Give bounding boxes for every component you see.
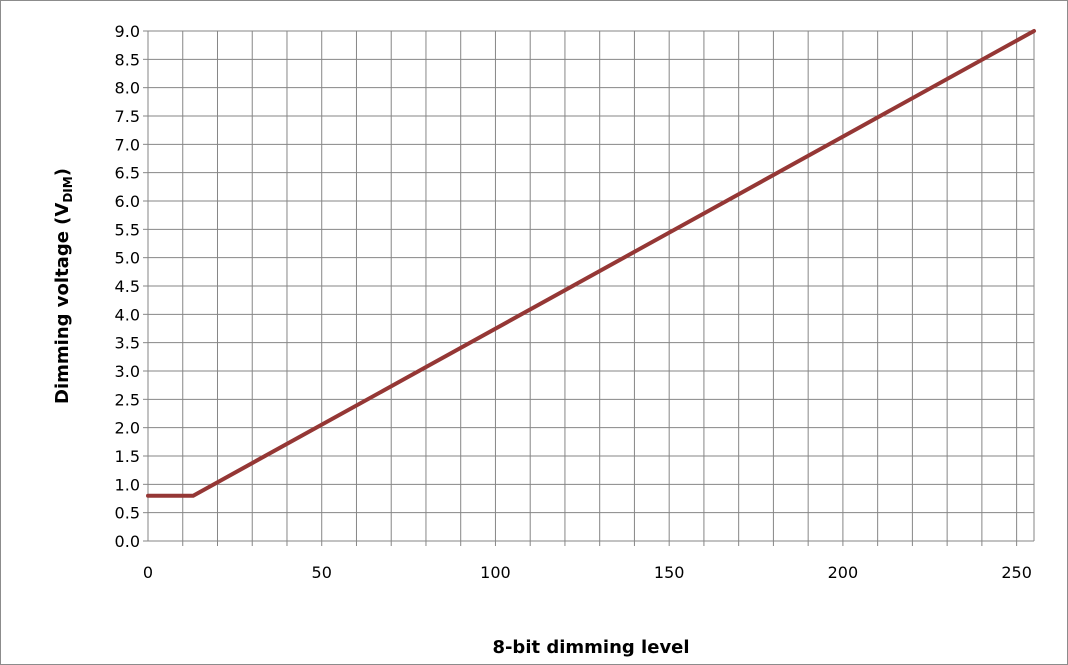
series-layer (146, 29, 1036, 498)
x-tick-labels: 0 50 100 150 200 250 (143, 563, 1032, 582)
y-tick-label: 8.5 (115, 50, 140, 69)
series-line (146, 29, 1036, 498)
y-axis-title-main: Dimming voltage (V (52, 203, 73, 404)
y-tick-label: 2.0 (115, 419, 140, 438)
y-tick-label: 1.0 (115, 475, 140, 494)
y-tick-label: 7.0 (115, 135, 140, 154)
y-tick-label: 3.5 (115, 334, 140, 353)
y-axis-title-close: ) (52, 168, 73, 176)
x-tick-label: 250 (1001, 563, 1032, 582)
y-tick-label: 9.0 (115, 22, 140, 41)
x-tick-label: 100 (480, 563, 511, 582)
y-tick-label: 4.5 (115, 277, 140, 296)
y-tick-label: 6.0 (115, 192, 140, 211)
y-tick-label: 1.5 (115, 447, 140, 466)
x-axis-title: 8-bit dimming level (492, 637, 689, 658)
axes (143, 30, 1035, 546)
y-tick-label: 0.5 (115, 504, 140, 523)
y-tick-label: 4.0 (115, 305, 140, 324)
y-tick-label: 5.0 (115, 249, 140, 268)
x-tick-label: 50 (312, 563, 332, 582)
x-tick-label: 200 (828, 563, 859, 582)
grid (148, 30, 1034, 542)
y-tick-label: 3.0 (115, 362, 140, 381)
x-tick-label: 0 (143, 563, 153, 582)
y-tick-label: 5.5 (115, 220, 140, 239)
y-tick-label: 8.0 (115, 79, 140, 98)
y-tick-labels: 0.0 0.5 1.0 1.5 2.0 2.5 3.0 3.5 4.0 4.5 5.0 5.5 6.0 6… (115, 22, 140, 551)
y-tick-label: 6.5 (115, 164, 140, 183)
x-tick-label: 150 (654, 563, 685, 582)
y-axis-title-subscript: DIM (61, 176, 75, 202)
y-tick-label: 2.5 (115, 390, 140, 409)
y-axis-title: Dimming voltage (VDIM) (52, 168, 75, 404)
y-tick-label: 0.0 (115, 532, 140, 551)
y-tick-label: 7.5 (115, 107, 140, 126)
